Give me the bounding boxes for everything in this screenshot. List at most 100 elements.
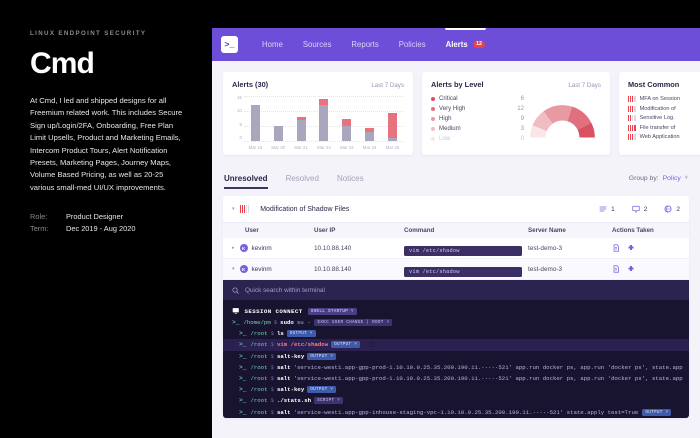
most-common-header: Most Common — [628, 80, 700, 89]
terminal-dollar: $ — [273, 319, 278, 327]
search-input[interactable]: Quick search within terminal — [245, 286, 325, 294]
case-study-brand: Cmd — [30, 47, 95, 80]
table-header-row: User User IP Command Server Name Actions… — [223, 222, 689, 238]
severity-bar — [628, 124, 630, 131]
severity-indicator — [628, 105, 636, 112]
prompt-icon: >_ — [239, 408, 247, 416]
bar-mar-20 — [273, 96, 283, 141]
nav-item-home-label: Home — [262, 40, 283, 49]
level-row-critical[interactable]: Critical 6 — [431, 95, 524, 102]
nav-item-reports[interactable]: Reports — [341, 28, 388, 61]
row-expand-icon[interactable]: ▾ — [232, 266, 235, 272]
most-common-row[interactable]: Sensitive Log. — [628, 115, 700, 122]
alert-tabs: Unresolved Resolved Notices Group by: Po… — [212, 167, 700, 189]
terminal-tag[interactable]: EXEC USER CHANGE | ROOT ˅ — [314, 319, 393, 327]
severity-bar — [632, 96, 634, 102]
bar-segment-standard — [319, 105, 329, 141]
x-tick-label: Mar 19 — [248, 144, 263, 150]
row-expand-icon[interactable]: ▸ — [232, 245, 235, 251]
plugin-action-icon[interactable] — [627, 265, 635, 273]
terminal-line[interactable]: >_/root $ salt'service-west1.app-gpp-inhou… — [223, 407, 689, 418]
terminal-line[interactable]: >_/root $ salt'service-west1.app-gpp-prod-… — [223, 373, 689, 384]
terminal-path: /root — [250, 330, 268, 338]
bar-segment-standard — [273, 126, 283, 141]
cell-user-ip: 10.10.88.140 — [314, 244, 352, 252]
collapse-toggle-icon[interactable]: ▾ — [232, 206, 235, 212]
terminal-logo-icon[interactable]: >_ — [221, 36, 238, 53]
terminal-tag[interactable]: OUTPUT ˅ — [307, 386, 337, 394]
terminal-line[interactable]: >_/home/pm $ sudo su - EXEC USER CHANGE | RO… — [223, 317, 689, 328]
most-common-row[interactable]: Web Application — [628, 134, 700, 141]
document-action-icon[interactable] — [612, 244, 620, 252]
terminal-line[interactable]: >_/root $ ls OUTPUT ˅ — [223, 328, 689, 339]
level-row-high[interactable]: High 9 — [431, 115, 524, 122]
cell-server-name: test-demo-3 — [528, 265, 563, 273]
most-common-row[interactable]: File transfer of — [628, 124, 700, 131]
level-row-very-high[interactable]: Very High 12 — [431, 105, 524, 112]
session-tag[interactable]: SHELL STARTUP ˅ — [307, 307, 357, 315]
terminal-tag[interactable]: OUTPUT ˅ — [286, 330, 316, 338]
alert-group-header[interactable]: ▾ Modification of Shadow Files 1 2 2 — [223, 196, 689, 222]
level-color-dot — [431, 96, 435, 101]
table-row[interactable]: ▸ K kevinm 10.10.88.140 vim /etc/shadow … — [223, 238, 689, 259]
most-common-row[interactable]: Modification of — [628, 105, 700, 112]
cell-actions-taken — [612, 244, 672, 252]
bar-segment-critical — [319, 99, 329, 105]
monitor-icon — [632, 205, 640, 213]
table-row[interactable]: ▾ K kevinm 10.10.88.140 vim /etc/shadow … — [223, 259, 689, 280]
severity-bar — [630, 96, 632, 102]
level-count: 6 — [520, 95, 524, 102]
terminal-line[interactable]: >_/root $ ./stats.sh SCRIPT ˅ — [223, 395, 689, 406]
terminal-line[interactable]: >_/root $ salt-key OUTPUT ˅ — [223, 351, 689, 362]
nav-item-home[interactable]: Home — [252, 28, 293, 61]
tab-resolved[interactable]: Resolved — [286, 167, 319, 189]
alerts-level-range: Last 7 Days — [568, 82, 601, 89]
column-header-actions-taken: Actions Taken — [612, 227, 654, 234]
terminal-argument: 'service-west1.app-gpp-prod-1.10.10.0.25… — [293, 375, 683, 383]
nav-item-policies[interactable]: Policies — [389, 28, 436, 61]
plugin-action-icon[interactable] — [627, 244, 635, 252]
terminal-path: /root — [250, 363, 268, 371]
terminal-line[interactable]: >_/root $ salt'service-west1.app-gpp-prod-… — [223, 362, 689, 373]
terminal-tag[interactable]: OUTPUT ˅ — [642, 408, 672, 416]
nav-item-sources[interactable]: Sources — [293, 28, 342, 61]
cell-command: vim /etc/shadow — [404, 239, 528, 257]
alerts-level-header: Alerts by Level Last 7 Days — [431, 80, 601, 89]
document-action-icon[interactable] — [612, 265, 620, 273]
bar-segment-critical — [342, 118, 352, 126]
x-tick-label: Mar 24 — [362, 144, 377, 150]
terminal-tag[interactable]: SCRIPT ˅ — [314, 397, 344, 405]
severity-bar — [630, 105, 632, 112]
severity-indicator — [628, 115, 636, 122]
severity-bar — [628, 134, 630, 141]
chevron-down-icon: ˅ — [684, 175, 688, 181]
monitor-icon — [232, 308, 239, 315]
level-row-medium[interactable]: Medium 3 — [431, 125, 524, 132]
terminal-tag[interactable]: OUTPUT ˅ — [331, 341, 361, 349]
terminal-tag[interactable]: OUTPUT ˅ — [307, 352, 337, 360]
terminal-command: ls — [276, 330, 284, 338]
bar-segment-standard — [365, 132, 375, 141]
stat-servers[interactable]: 2 — [632, 205, 647, 213]
most-common-row[interactable]: MFA on Session — [628, 96, 700, 102]
terminal-search-bar[interactable]: Quick search within terminal — [223, 280, 689, 300]
cell-user-ip: 10.10.88.140 — [314, 265, 352, 273]
bar-segment-critical — [387, 112, 397, 138]
nav-item-alerts[interactable]: Alerts 12 — [436, 28, 496, 61]
cell-user: ▸ K kevinm — [232, 244, 314, 252]
group-by-control[interactable]: Group by: Policy ˅ — [629, 175, 688, 182]
stat-sessions[interactable]: 1 — [599, 205, 615, 213]
bar-mar-21 — [296, 96, 306, 141]
severity-bar — [630, 124, 632, 131]
most-common-name: MFA on Session — [639, 96, 680, 102]
terminal-line[interactable]: >_/root $ salt-key OUTPUT ˅ — [223, 384, 689, 395]
tab-unresolved[interactable]: Unresolved — [224, 167, 268, 189]
most-common-name: Sensitive Log. — [639, 115, 675, 122]
tab-notices[interactable]: Notices — [337, 167, 364, 189]
terminal-command: vim /etc/shadow — [276, 341, 329, 349]
terminal-path: /root — [250, 397, 268, 405]
case-study-panel: LINUX ENDPOINT SECURITY Cmd At Cmd, I le… — [0, 0, 212, 438]
stat-global[interactable]: 2 — [664, 205, 680, 213]
level-row-low[interactable]: Low 0 — [431, 135, 524, 142]
terminal-line[interactable]: >_/root $ vim /etc/shadow OUTPUT ˅ ⬚ — [223, 339, 689, 351]
